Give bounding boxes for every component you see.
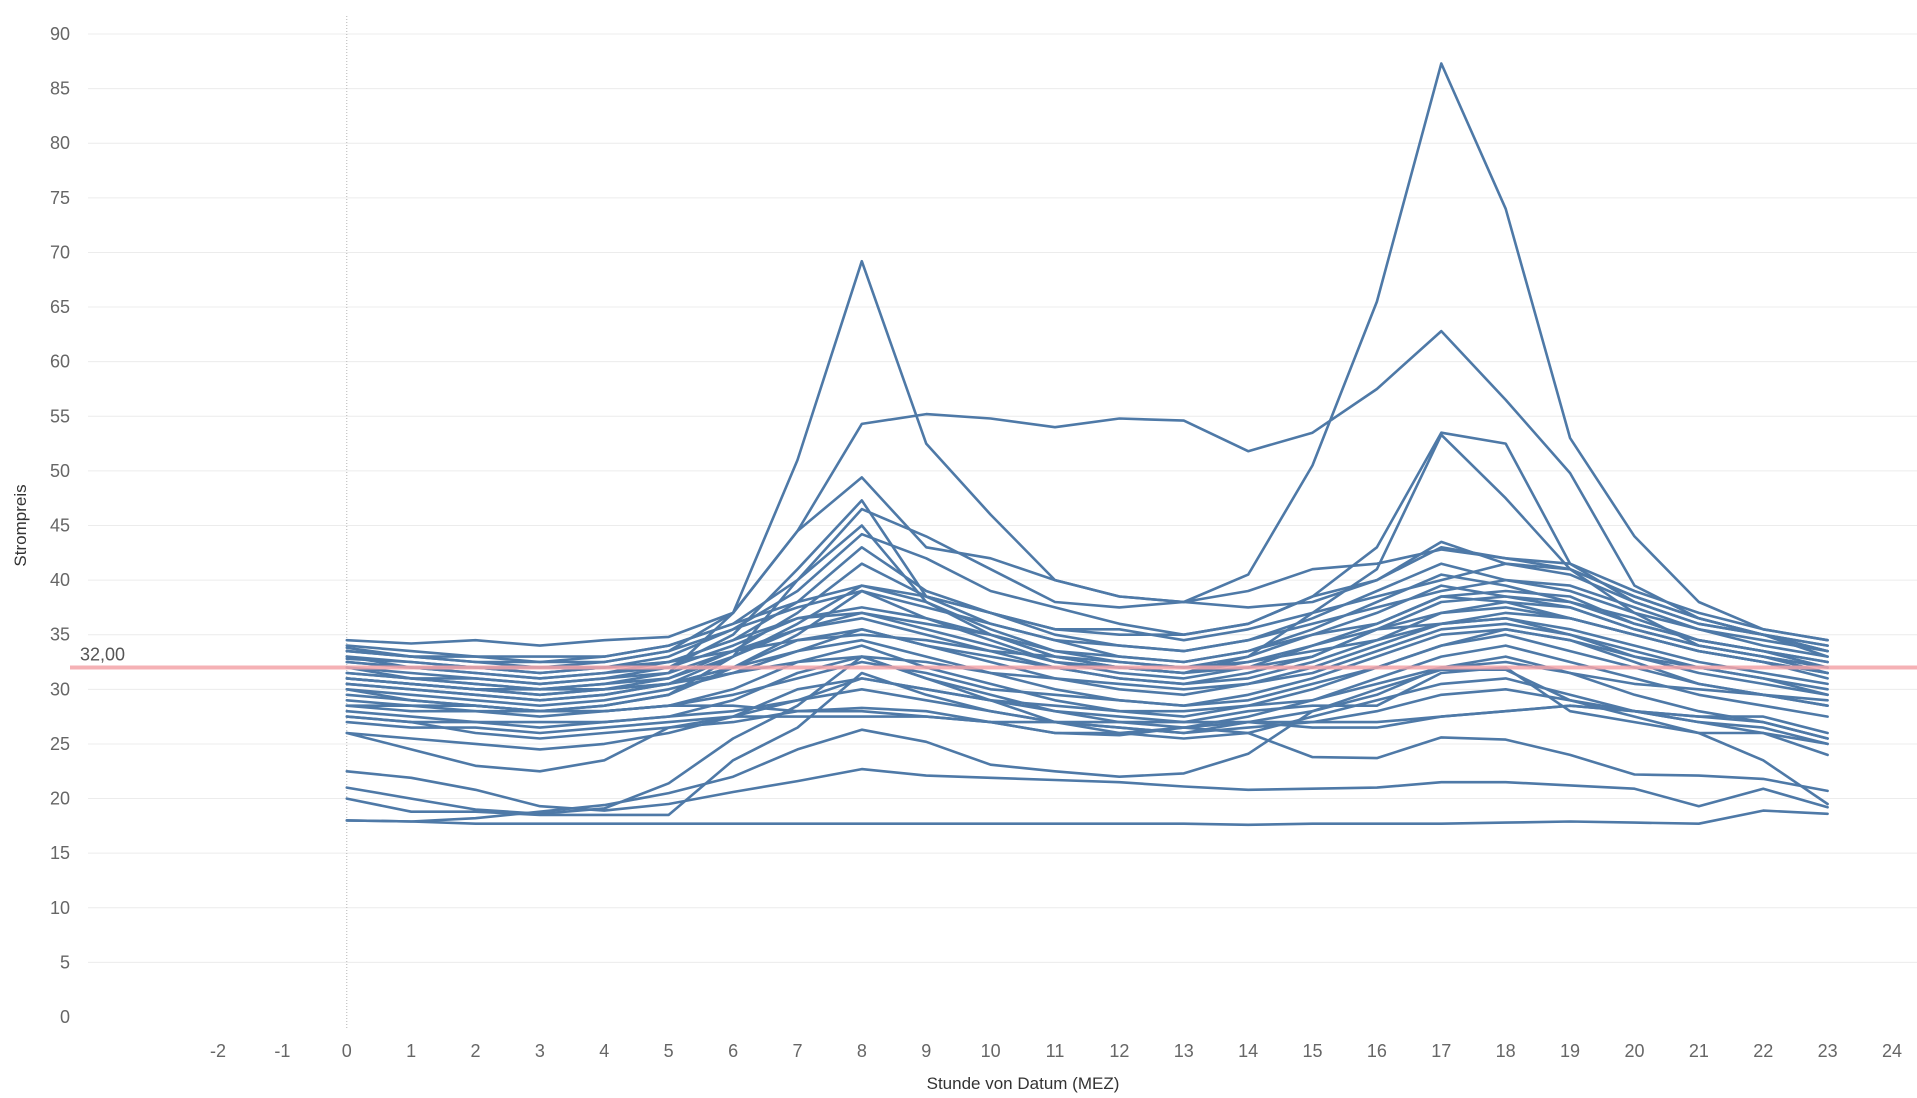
- x-tick-label: 16: [1367, 1041, 1387, 1061]
- x-tick-label: 20: [1624, 1041, 1644, 1061]
- y-tick-label: 90: [50, 24, 70, 44]
- x-tick-label: 23: [1818, 1041, 1838, 1061]
- y-tick-label: 40: [50, 570, 70, 590]
- x-tick-label: 8: [857, 1041, 867, 1061]
- y-axis-ticks: 0 5 10 15 20 25 30 35 40 45 50 55 60 65 70 75 80 85 90: [50, 24, 70, 1027]
- series-line-23[interactable]: [345, 671, 1829, 817]
- x-tick-label: 3: [535, 1041, 545, 1061]
- x-tick-label: 21: [1689, 1041, 1709, 1061]
- x-tick-label: 9: [921, 1041, 931, 1061]
- series-line-12[interactable]: [345, 595, 1829, 680]
- series-line-31[interactable]: [345, 704, 1829, 740]
- series-line-24[interactable]: [345, 809, 1829, 827]
- x-tick-label: 17: [1431, 1041, 1451, 1061]
- series-line-21[interactable]: [345, 767, 1829, 812]
- x-tick-label: 12: [1109, 1041, 1129, 1061]
- y-tick-label: 45: [50, 516, 70, 536]
- y-tick-label: 70: [50, 242, 70, 262]
- series-line-18[interactable]: [345, 706, 1829, 793]
- x-tick-label: 18: [1496, 1041, 1516, 1061]
- series-line-20[interactable]: [345, 666, 1829, 773]
- x-tick-label: 0: [342, 1041, 352, 1061]
- y-tick-label: 30: [50, 679, 70, 699]
- y-tick-label: 5: [60, 952, 70, 972]
- series-line-28[interactable]: [345, 600, 1829, 686]
- x-tick-label: 11: [1046, 1041, 1065, 1061]
- y-tick-label: 25: [50, 734, 70, 754]
- series-line-34[interactable]: [345, 660, 1829, 724]
- series-line-22[interactable]: [345, 655, 1829, 816]
- y-tick-label: 20: [50, 789, 70, 809]
- series-line-1[interactable]: [345, 62, 1829, 691]
- x-axis-ticks: -2 -1 0 1 2 3 4 5 6 7 8 9 10 11 12 13 14 15 16 17 18 19 20 21 22…: [210, 1041, 1902, 1061]
- x-tick-label: 13: [1174, 1041, 1194, 1061]
- x-tick-label: 4: [599, 1041, 609, 1061]
- x-tick-label: 6: [728, 1041, 738, 1061]
- reference-line-label: 32,00: [80, 644, 125, 664]
- x-axis-title: Stunde von Datum (MEZ): [927, 1074, 1120, 1093]
- y-tick-label: 35: [50, 625, 70, 645]
- y-tick-label: 65: [50, 297, 70, 317]
- x-tick-label: 1: [406, 1041, 416, 1061]
- x-tick-label: 24: [1882, 1041, 1902, 1061]
- x-tick-label: 14: [1238, 1041, 1258, 1061]
- y-tick-label: 15: [50, 843, 70, 863]
- y-tick-label: 0: [60, 1007, 70, 1027]
- x-tick-label: 2: [471, 1041, 481, 1061]
- series-line-26[interactable]: [345, 562, 1829, 658]
- y-tick-label: 60: [50, 352, 70, 372]
- series-line-2[interactable]: [345, 329, 1829, 669]
- series-line-25[interactable]: [345, 668, 1829, 823]
- x-tick-label: 19: [1560, 1041, 1580, 1061]
- x-tick-label: 15: [1303, 1041, 1323, 1061]
- y-tick-label: 55: [50, 406, 70, 426]
- series-lines: [345, 62, 1829, 827]
- x-tick-label: -2: [210, 1041, 226, 1061]
- y-tick-label: 10: [50, 898, 70, 918]
- x-tick-label: 22: [1753, 1041, 1773, 1061]
- y-tick-label: 75: [50, 188, 70, 208]
- y-axis-title: Strompreis: [11, 484, 30, 566]
- y-tick-label: 50: [50, 461, 70, 481]
- y-tick-label: 85: [50, 79, 70, 99]
- x-tick-label: 10: [981, 1041, 1001, 1061]
- x-tick-label: 5: [664, 1041, 674, 1061]
- x-tick-label: 7: [792, 1041, 802, 1061]
- series-line-5[interactable]: [345, 476, 1829, 647]
- x-tick-label: -1: [274, 1041, 290, 1061]
- gridlines: [88, 33, 1917, 963]
- series-line-27[interactable]: [345, 578, 1829, 664]
- series-line-35[interactable]: [345, 622, 1829, 697]
- y-tick-label: 80: [50, 133, 70, 153]
